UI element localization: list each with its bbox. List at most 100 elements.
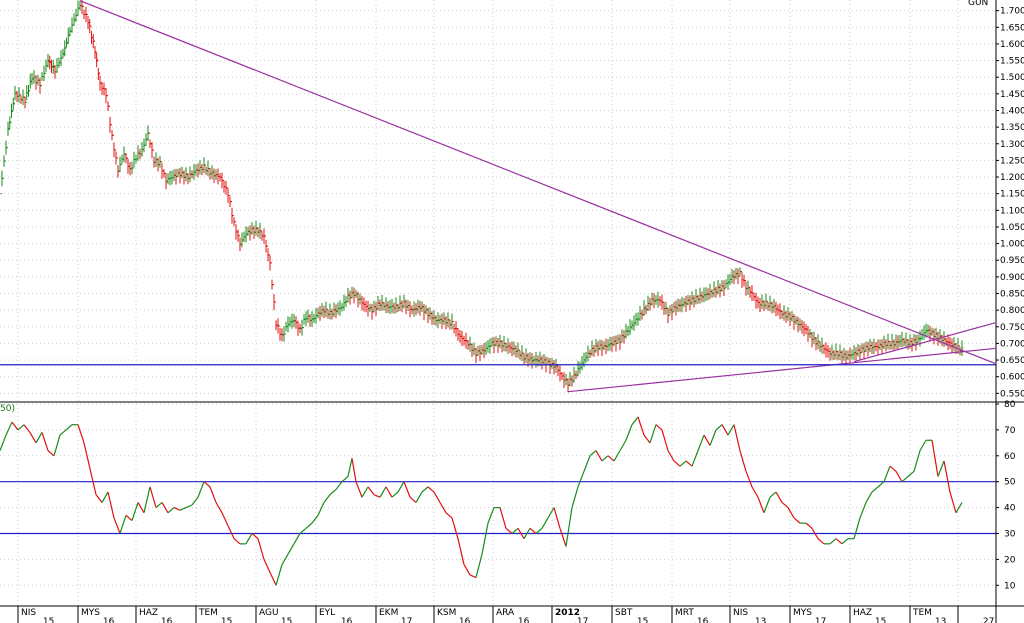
x-day-label: .16 bbox=[158, 617, 173, 623]
price-tick-label: 1.200 bbox=[1000, 173, 1024, 183]
rsi-segment bbox=[101, 491, 109, 503]
rsi-segment bbox=[251, 533, 259, 540]
price-tick-label: 1.600 bbox=[1000, 40, 1024, 50]
x-month-label: KSM bbox=[437, 608, 456, 618]
rsi-segment bbox=[667, 450, 675, 462]
rsi-segment bbox=[305, 522, 313, 529]
rsi-segment bbox=[607, 455, 615, 462]
rsi-segment bbox=[351, 458, 357, 482]
rsi-segment bbox=[409, 496, 417, 503]
rsi-segment bbox=[341, 476, 349, 483]
rsi-segment bbox=[673, 460, 681, 467]
price-tick-label: 1.500 bbox=[1000, 73, 1024, 83]
price-tick-label: 0.650 bbox=[1000, 356, 1024, 366]
price-bar bbox=[8, 116, 12, 130]
price-bar bbox=[82, 5, 86, 20]
price-bar bbox=[278, 325, 282, 341]
rsi-segment bbox=[565, 507, 573, 547]
rsi-segment bbox=[197, 481, 205, 498]
rsi-segment bbox=[481, 523, 489, 555]
rsi-segment bbox=[107, 491, 115, 519]
price-bar bbox=[10, 103, 13, 123]
price-tick-label: 1.350 bbox=[1000, 123, 1024, 133]
price-bar bbox=[106, 95, 110, 112]
rsi-segment bbox=[547, 507, 555, 519]
rsi-segment bbox=[883, 465, 891, 482]
price-bar bbox=[274, 301, 278, 331]
price-bar bbox=[13, 85, 17, 104]
x-month-label: TEM bbox=[198, 608, 218, 618]
rsi-segment bbox=[613, 450, 621, 462]
rsi-segment bbox=[745, 471, 753, 488]
rsi-segment bbox=[433, 491, 441, 503]
price-bar bbox=[51, 60, 55, 74]
price-bar bbox=[232, 215, 236, 227]
rsi-tick-label: 10 bbox=[1004, 581, 1016, 591]
x-day-label: .13 bbox=[932, 617, 946, 623]
rsi-segment bbox=[787, 507, 795, 519]
rsi-period-label: 50) bbox=[0, 404, 15, 414]
rsi-segment bbox=[739, 450, 747, 472]
rsi-segment bbox=[415, 491, 423, 503]
rsi-segment bbox=[317, 502, 325, 516]
rsi-segment bbox=[865, 491, 873, 503]
rsi-segment bbox=[931, 440, 939, 477]
rsi-segment bbox=[589, 450, 597, 457]
rsi-segment bbox=[463, 564, 471, 576]
price-tick-label: 1.050 bbox=[1000, 223, 1024, 233]
rsi-segment bbox=[835, 538, 843, 545]
price-bar bbox=[61, 48, 65, 59]
rsi-tick-label: 30 bbox=[1004, 529, 1016, 539]
x-day-label: .17 bbox=[812, 617, 826, 623]
x-month-label: EYL bbox=[319, 608, 335, 618]
price-bar bbox=[90, 25, 93, 45]
rsi-segment bbox=[523, 528, 531, 539]
x-month-label: EKM bbox=[379, 608, 398, 618]
x-month-label: MYS bbox=[81, 608, 100, 618]
x-day-label: .13 bbox=[752, 617, 766, 623]
rsi-segment bbox=[35, 432, 43, 444]
x-day-label: .16 bbox=[515, 617, 530, 623]
rsi-segment bbox=[631, 416, 639, 426]
x-month-label: 2012 bbox=[555, 608, 580, 618]
x-month-label: HAZ bbox=[853, 608, 872, 618]
rsi-segment bbox=[167, 507, 175, 514]
rsi-segment bbox=[601, 455, 609, 462]
rsi-segment bbox=[65, 424, 73, 431]
rsi-segment bbox=[53, 434, 61, 456]
rsi-segment bbox=[113, 517, 121, 534]
price-tick-label: 1.150 bbox=[1000, 190, 1024, 200]
rsi-segment bbox=[311, 514, 319, 524]
rsi-segment bbox=[445, 512, 453, 519]
price-bar bbox=[152, 149, 156, 168]
x-day-label: .16 bbox=[338, 617, 353, 623]
x-month-label: SBT bbox=[615, 608, 633, 618]
rsi-segment bbox=[173, 507, 181, 511]
x-day-label: .15 bbox=[278, 617, 292, 623]
rsi-segment bbox=[535, 527, 543, 534]
price-tick-label: 0.950 bbox=[1000, 256, 1024, 266]
rsi-segment bbox=[769, 491, 777, 498]
x-day-label: .15 bbox=[40, 617, 54, 623]
rsi-segment bbox=[553, 507, 561, 529]
rsi-segment bbox=[577, 471, 585, 488]
rsi-segment bbox=[299, 527, 307, 534]
x-axis-labels: NIS.15MYS.16HAZ.16TEM.15AGU.15EYL.16EKM.… bbox=[17, 606, 994, 623]
price-bar bbox=[0, 170, 4, 195]
rsi-segment bbox=[379, 486, 387, 498]
x-day-label: .16 bbox=[456, 617, 471, 623]
price-tick-label: 1.100 bbox=[1000, 206, 1024, 216]
price-bar bbox=[160, 161, 164, 179]
rsi-segment bbox=[649, 424, 657, 444]
rsi-segment bbox=[763, 497, 771, 513]
rsi-segment bbox=[391, 491, 399, 498]
rsi-segment bbox=[367, 486, 375, 496]
rsi-segment bbox=[29, 432, 37, 444]
x-month-label: ARA bbox=[496, 608, 515, 618]
rsi-segment bbox=[185, 504, 193, 509]
price-tick-label: 0.900 bbox=[1000, 273, 1024, 283]
rsi-segment bbox=[487, 507, 495, 524]
price-bar bbox=[96, 60, 100, 81]
y-axis-ticks: 0.550 0.600 0.650 0.700 0.750 0.800 0.850 0.900… bbox=[996, 7, 1024, 591]
